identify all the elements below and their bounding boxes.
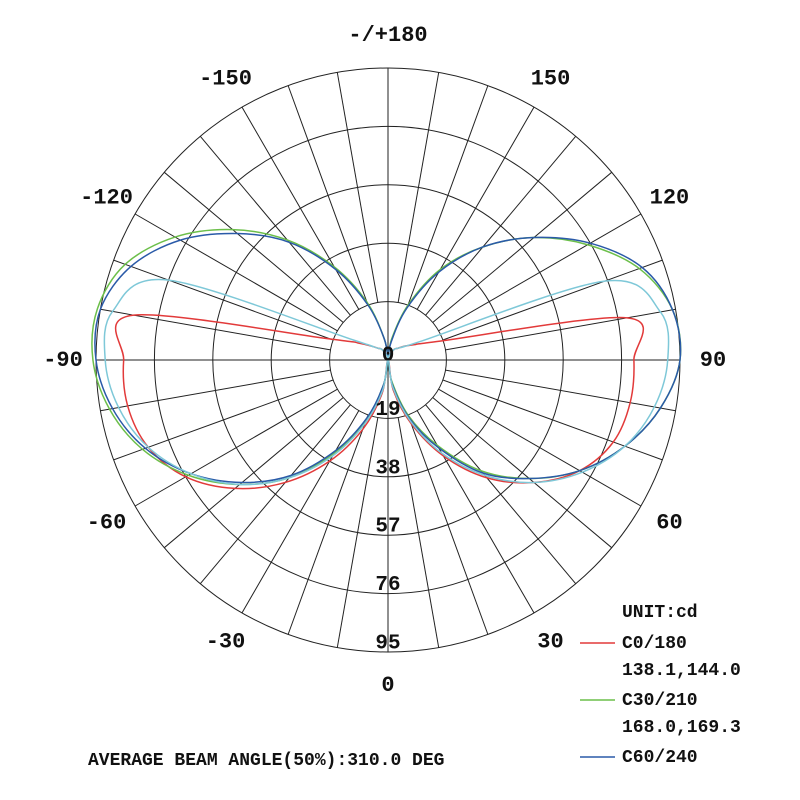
spoke xyxy=(287,414,369,635)
grid xyxy=(95,67,681,653)
spoke xyxy=(287,85,369,306)
legend-note: 138.1,144.0 xyxy=(622,661,741,681)
angle-tick-label: 60 xyxy=(656,510,682,535)
angle-tick-label: 30 xyxy=(537,629,563,654)
r-tick-label: 0 xyxy=(382,345,395,368)
footnote: AVERAGE BEAM ANGLE(50%):310.0 DEG xyxy=(88,751,444,771)
spoke xyxy=(445,308,676,351)
spoke xyxy=(134,388,338,507)
spoke xyxy=(425,135,577,316)
legend-label: C60/240 xyxy=(622,748,698,768)
legend-note: 168.0,169.3 xyxy=(622,718,741,738)
spoke xyxy=(407,85,489,306)
spoke xyxy=(432,397,613,549)
unit-label: UNIT:cd xyxy=(622,603,698,623)
spoke xyxy=(407,414,489,635)
spoke xyxy=(163,397,344,549)
spoke xyxy=(336,72,379,303)
angle-tick-label: -60 xyxy=(87,510,127,535)
spoke xyxy=(113,259,334,341)
spoke xyxy=(163,171,344,323)
intensity-curve xyxy=(103,278,670,486)
r-tick-label: 76 xyxy=(375,574,400,597)
r-tick-label: 57 xyxy=(375,516,400,539)
spoke xyxy=(445,369,676,412)
labels: 0 19 38 57 76 95 -/+180 150 120 90 60 30 0 -30 -60 -90 -… xyxy=(43,23,726,698)
legend-label: C30/210 xyxy=(622,691,698,711)
angle-tick-label: -120 xyxy=(80,185,133,210)
angle-tick-label: -/+180 xyxy=(348,23,427,48)
spoke xyxy=(438,388,642,507)
angle-tick-label: -90 xyxy=(43,348,83,373)
angle-tick-label: -150 xyxy=(199,66,252,91)
spoke xyxy=(397,417,440,648)
spoke xyxy=(442,259,663,341)
angle-tick-label: 0 xyxy=(381,673,394,698)
curves xyxy=(91,228,682,490)
legend-label: C0/180 xyxy=(622,634,687,654)
spoke xyxy=(241,410,360,614)
spoke xyxy=(199,135,351,316)
angle-tick-label: 150 xyxy=(531,66,571,91)
spoke xyxy=(336,417,379,648)
spoke xyxy=(397,72,440,303)
angle-tick-label: 120 xyxy=(650,185,690,210)
angle-tick-label: -30 xyxy=(206,629,246,654)
r-tick-label: 38 xyxy=(375,457,400,480)
spoke xyxy=(241,106,360,310)
spoke xyxy=(416,106,535,310)
spoke xyxy=(134,213,338,332)
spoke xyxy=(113,379,334,461)
spoke xyxy=(100,308,331,351)
r-tick-label: 19 xyxy=(375,399,400,422)
angle-tick-label: 90 xyxy=(700,348,726,373)
spoke xyxy=(442,379,663,461)
spoke xyxy=(432,171,613,323)
spoke xyxy=(199,404,351,585)
r-tick-label: 95 xyxy=(375,633,400,656)
spoke xyxy=(438,213,642,332)
spoke xyxy=(425,404,577,585)
spoke xyxy=(100,369,331,412)
